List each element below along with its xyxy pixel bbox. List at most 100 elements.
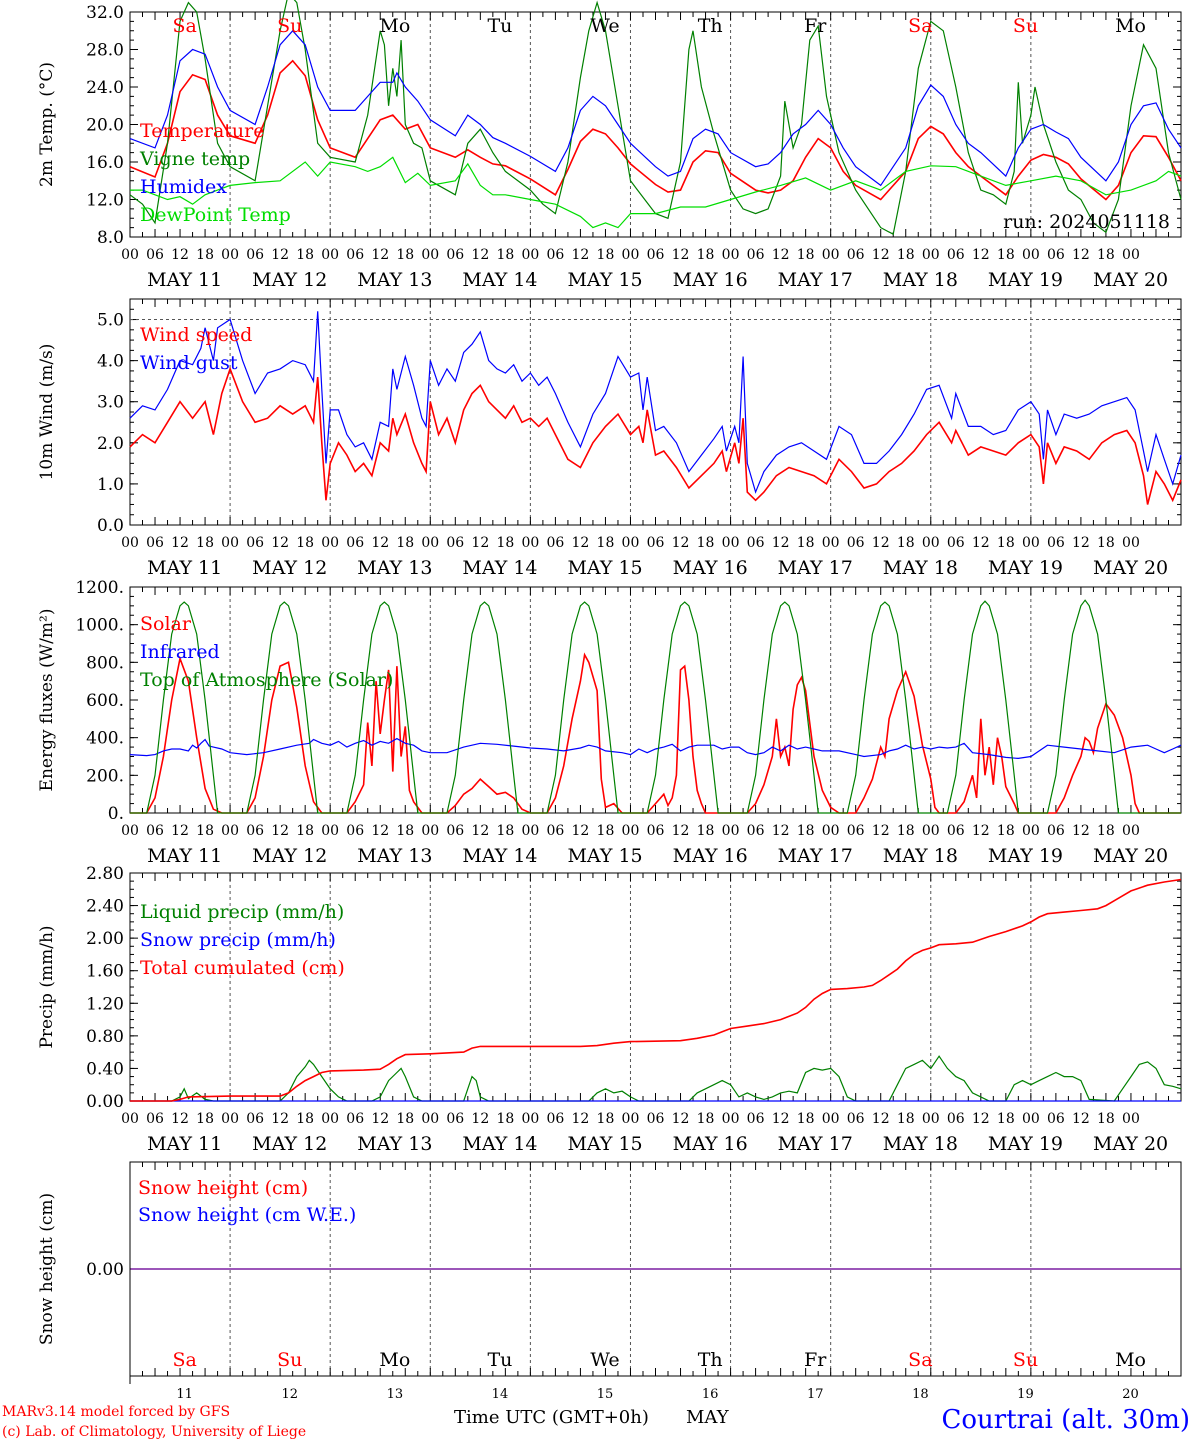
date-label: MAY 14: [462, 269, 537, 291]
weekday-label: Sa: [908, 15, 932, 37]
hour-tick-label: 06: [947, 823, 965, 839]
hour-tick-label: 06: [546, 535, 564, 551]
hour-tick-label: 18: [897, 823, 915, 839]
hour-tick-label: 18: [296, 247, 314, 263]
hour-tick-label: 00: [521, 823, 539, 839]
date-label: MAY 13: [357, 845, 432, 867]
hour-tick-label: 12: [772, 535, 790, 551]
hour-tick-label: 06: [847, 247, 865, 263]
series-line-total-cumulated-cm: [130, 878, 1182, 1102]
hour-tick-label: 06: [246, 1111, 264, 1127]
hour-tick-label: 00: [722, 247, 740, 263]
hour-tick-label: 18: [196, 535, 214, 551]
weekday-label: Fr: [804, 1349, 827, 1371]
date-label: MAY 18: [883, 1133, 958, 1155]
hour-tick-label: 06: [546, 1111, 564, 1127]
y-tick-label: 4.0: [97, 352, 124, 372]
legend-entry: DewPoint Temp: [140, 204, 291, 226]
legend-entry: Wind speed: [140, 324, 252, 346]
hour-tick-label: 06: [747, 535, 765, 551]
hour-tick-label: 12: [972, 247, 990, 263]
hour-tick-label: 12: [171, 535, 189, 551]
hour-tick-label: 12: [872, 247, 890, 263]
credit-line-1: MARv3.14 model forced by GFS: [2, 1404, 230, 1420]
hour-tick-label: 12: [872, 535, 890, 551]
weekday-label: Fr: [804, 15, 827, 37]
hour-tick-label: 06: [1047, 247, 1065, 263]
series-line-temperature: [129, 59, 1182, 201]
hour-tick-label: 00: [221, 823, 239, 839]
date-label: MAY 16: [673, 269, 748, 291]
hour-tick-label: 12: [1072, 1111, 1090, 1127]
date-label: MAY 11: [147, 557, 222, 579]
hour-tick-label: 12: [271, 823, 289, 839]
hour-tick-label: 18: [797, 247, 815, 263]
y-tick-label: 400.: [86, 729, 124, 749]
hour-tick-label: 18: [697, 247, 715, 263]
date-label: MAY 16: [673, 557, 748, 579]
hour-tick-label: 00: [622, 247, 640, 263]
weekday-label: We: [590, 1349, 619, 1371]
hour-tick-label: 12: [171, 247, 189, 263]
date-label: MAY 20: [1093, 557, 1168, 579]
hour-tick-label: 00: [622, 535, 640, 551]
hour-tick-label: 18: [296, 535, 314, 551]
hour-tick-label: 06: [1047, 1111, 1065, 1127]
day-number-label: 14: [492, 1387, 509, 1402]
hour-tick-label: 12: [371, 1111, 389, 1127]
hour-tick-label: 06: [947, 1111, 965, 1127]
hour-tick-label: 06: [747, 247, 765, 263]
series-line-dewpoint-temp: [130, 156, 1182, 229]
hour-tick-label: 06: [847, 1111, 865, 1127]
x-axis-title: Time UTC (GMT+0h): [454, 1407, 649, 1428]
hour-tick-label: 06: [747, 823, 765, 839]
date-label: MAY 11: [147, 1133, 222, 1155]
hour-tick-label: 00: [321, 247, 339, 263]
date-label: MAY 17: [778, 1133, 853, 1155]
hour-tick-label: 06: [546, 247, 564, 263]
day-number-label: 20: [1122, 1387, 1139, 1402]
hour-tick-label: 18: [697, 1111, 715, 1127]
date-label: MAY 14: [462, 1133, 537, 1155]
hour-tick-label: 00: [521, 535, 539, 551]
hour-tick-label: 12: [672, 823, 690, 839]
hour-tick-label: 06: [246, 247, 264, 263]
hour-tick-label: 12: [972, 823, 990, 839]
hour-tick-label: 18: [797, 535, 815, 551]
hour-tick-label: 00: [221, 247, 239, 263]
y-tick-label: 12.0: [86, 191, 124, 211]
hour-tick-label: 00: [1022, 823, 1040, 839]
month-label: MAY: [686, 1407, 730, 1428]
hour-tick-label: 18: [597, 247, 615, 263]
hour-tick-label: 06: [346, 823, 364, 839]
legend-entry: Temperature: [140, 120, 264, 142]
hour-tick-label: 06: [847, 823, 865, 839]
hour-tick-label: 00: [221, 535, 239, 551]
hour-tick-label: 12: [271, 1111, 289, 1127]
weekday-label: Mo: [1115, 15, 1146, 37]
hour-tick-label: 00: [121, 535, 139, 551]
hour-tick-label: 06: [146, 1111, 164, 1127]
hour-tick-label: 18: [597, 1111, 615, 1127]
series-line-solar: [130, 652, 1181, 814]
y-tick-label: 24.0: [86, 78, 124, 98]
hour-tick-label: 12: [672, 535, 690, 551]
hour-tick-label: 00: [622, 823, 640, 839]
hour-tick-label: 18: [196, 247, 214, 263]
hour-tick-label: 06: [1047, 823, 1065, 839]
hour-tick-label: 12: [572, 247, 590, 263]
series-line-wind-speed: [129, 366, 1182, 505]
legend-entry: Top of Atmosphere (Solar): [140, 669, 393, 691]
hour-tick-label: 00: [1022, 535, 1040, 551]
hour-tick-label: 12: [572, 823, 590, 839]
series-line-humidex: [129, 29, 1182, 187]
hour-tick-label: 00: [121, 1111, 139, 1127]
y-tick-label: 1000.: [75, 616, 124, 636]
hour-tick-label: 12: [572, 1111, 590, 1127]
legend-entry: Snow height (cm): [138, 1177, 308, 1199]
series-line-liquid-precip-mm-h: [130, 1055, 1182, 1102]
weekday-label: Mo: [379, 1349, 410, 1371]
hour-tick-label: 00: [521, 247, 539, 263]
date-label: MAY 17: [778, 269, 853, 291]
